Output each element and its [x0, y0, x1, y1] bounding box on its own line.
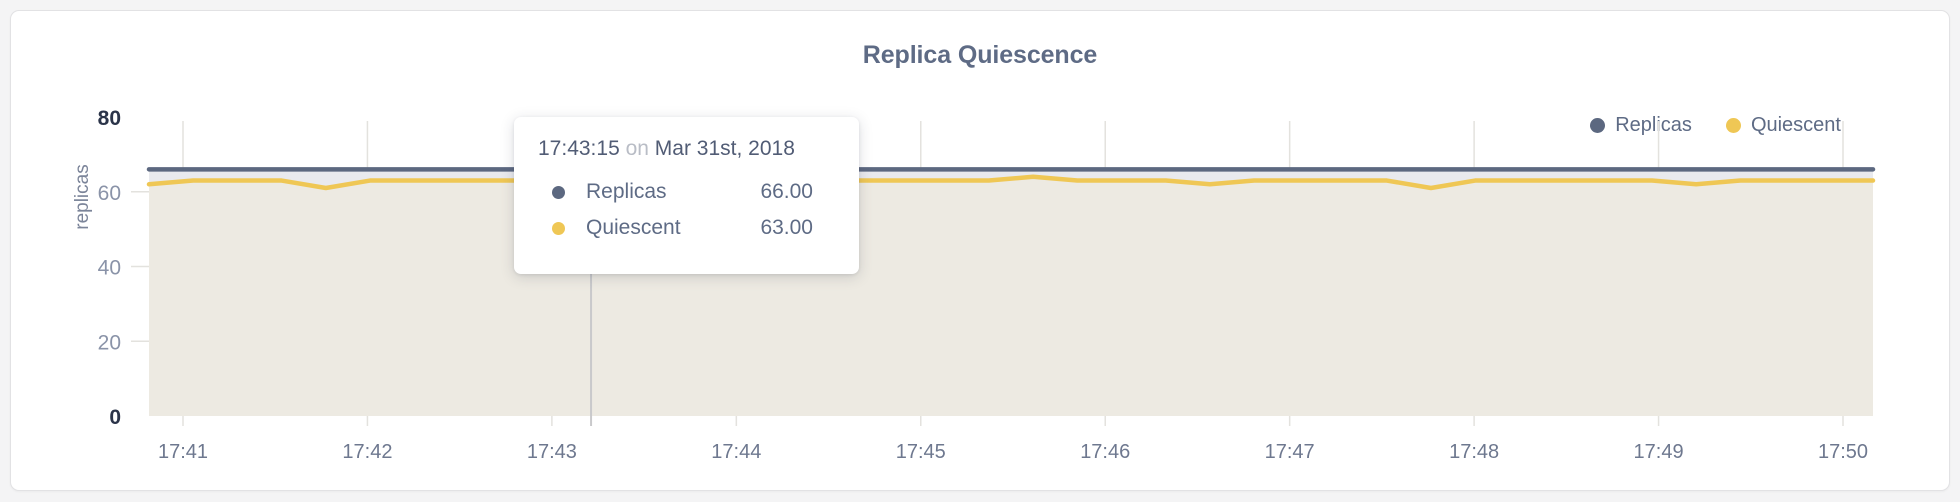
svg-text:80: 80	[98, 107, 121, 130]
legend-item-replicas[interactable]: Replicas	[1590, 114, 1692, 137]
tooltip-time: 17:43:15	[538, 137, 620, 160]
svg-text:20: 20	[98, 331, 121, 354]
svg-text:60: 60	[98, 182, 121, 205]
svg-text:17:42: 17:42	[342, 441, 392, 463]
page-title: Replica Quiescence	[862, 41, 1098, 69]
svg-text:40: 40	[98, 257, 121, 280]
tooltip-conjunction: on	[625, 137, 649, 160]
svg-text:17:46: 17:46	[1080, 441, 1130, 463]
svg-text:0: 0	[109, 406, 121, 429]
area-fills	[149, 169, 1873, 416]
plot-area[interactable]: 0 20 40 60 80 17:41 17:42 17:43 17:44 17:45 17:46…	[11, 11, 1951, 492]
tooltip-header: 17:43:15 on Mar 31st, 2018	[538, 137, 835, 161]
svg-text:17:49: 17:49	[1634, 441, 1684, 463]
circle-dot-icon	[1590, 118, 1606, 133]
svg-text:17:45: 17:45	[896, 441, 946, 463]
svg-text:17:48: 17:48	[1449, 441, 1499, 463]
chart-svg[interactable]: 0 20 40 60 80 17:41 17:42 17:43 17:44 17:45 17:46…	[11, 11, 1951, 492]
series-lines	[146, 167, 1876, 191]
tooltip-series-value: 66.00	[760, 180, 813, 203]
tooltip-date: Mar 31st, 2018	[654, 137, 795, 160]
tooltip-series-label: Replicas	[586, 180, 667, 203]
chart-legend: Replicas Quiescent	[1590, 114, 1841, 137]
circle-dot-icon	[1725, 118, 1741, 133]
svg-text:17:50: 17:50	[1818, 441, 1868, 463]
legend-item-quiescent[interactable]: Quiescent	[1725, 114, 1841, 137]
tooltip-series-value: 63.00	[760, 216, 813, 239]
hover-tooltip: 17:43:15 on Mar 31st, 2018 Replicas 66.0…	[514, 117, 859, 274]
svg-text:17:43: 17:43	[527, 441, 577, 463]
svg-text:17:47: 17:47	[1265, 441, 1315, 463]
y-axis-title: replicas	[72, 164, 93, 230]
chart-card: Replica Quiescence Replicas Quiescent 0 2…	[10, 10, 1950, 491]
y-axis-ticks: 0 20 40 60 80	[98, 107, 121, 429]
tooltip-row-quiescent: Quiescent 63.00	[538, 210, 835, 246]
circle-dot-icon	[552, 221, 565, 235]
svg-text:17:41: 17:41	[158, 441, 208, 463]
tooltip-series-label: Quiescent	[586, 216, 681, 239]
legend-label: Replicas	[1615, 114, 1692, 136]
x-axis-ticks: 17:41 17:42 17:43 17:44 17:45 17:46 17:47 17:48…	[158, 441, 1868, 463]
tooltip-row-replicas: Replicas 66.00	[538, 174, 835, 210]
circle-dot-icon	[552, 185, 565, 199]
svg-text:17:44: 17:44	[711, 441, 761, 463]
legend-label: Quiescent	[1750, 114, 1841, 136]
